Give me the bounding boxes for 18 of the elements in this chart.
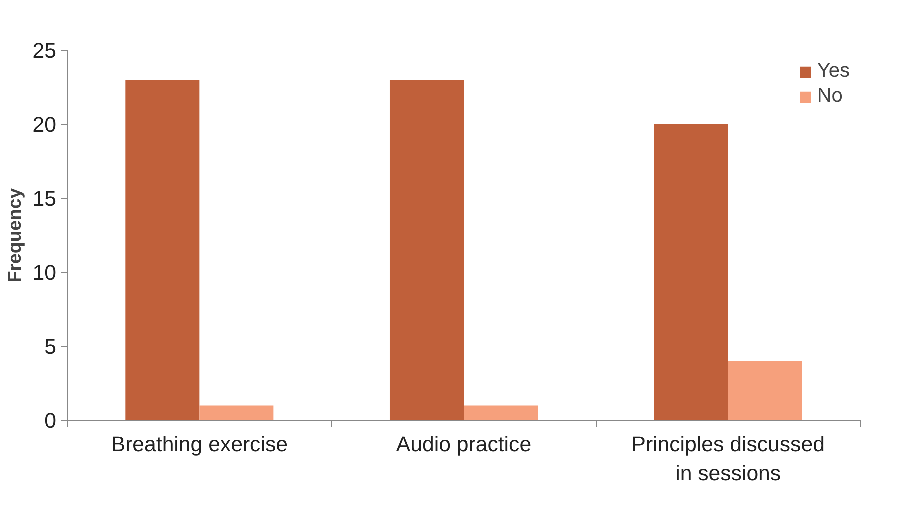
y-tick-label: 10 [32, 261, 57, 285]
x-tick-label: Principles discussed in sessions [632, 432, 825, 486]
y-tick-label: 5 [44, 335, 57, 359]
bar [200, 406, 274, 420]
x-tick-label: Audio practice [396, 432, 532, 456]
y-tick-label: 0 [44, 409, 57, 433]
y-tick-label: 25 [32, 39, 57, 63]
y-tick-label: 15 [32, 187, 57, 211]
bar [126, 80, 200, 420]
y-tick-label: 20 [32, 113, 57, 137]
x-tick-label: Breathing exercise [111, 432, 288, 456]
bar [654, 124, 728, 420]
bar [464, 406, 538, 420]
bar [390, 80, 464, 420]
bar [728, 361, 802, 420]
legend-label: No [817, 85, 843, 108]
y-axis-title: Frequency [4, 188, 25, 283]
legend-label: Yes [817, 60, 850, 83]
